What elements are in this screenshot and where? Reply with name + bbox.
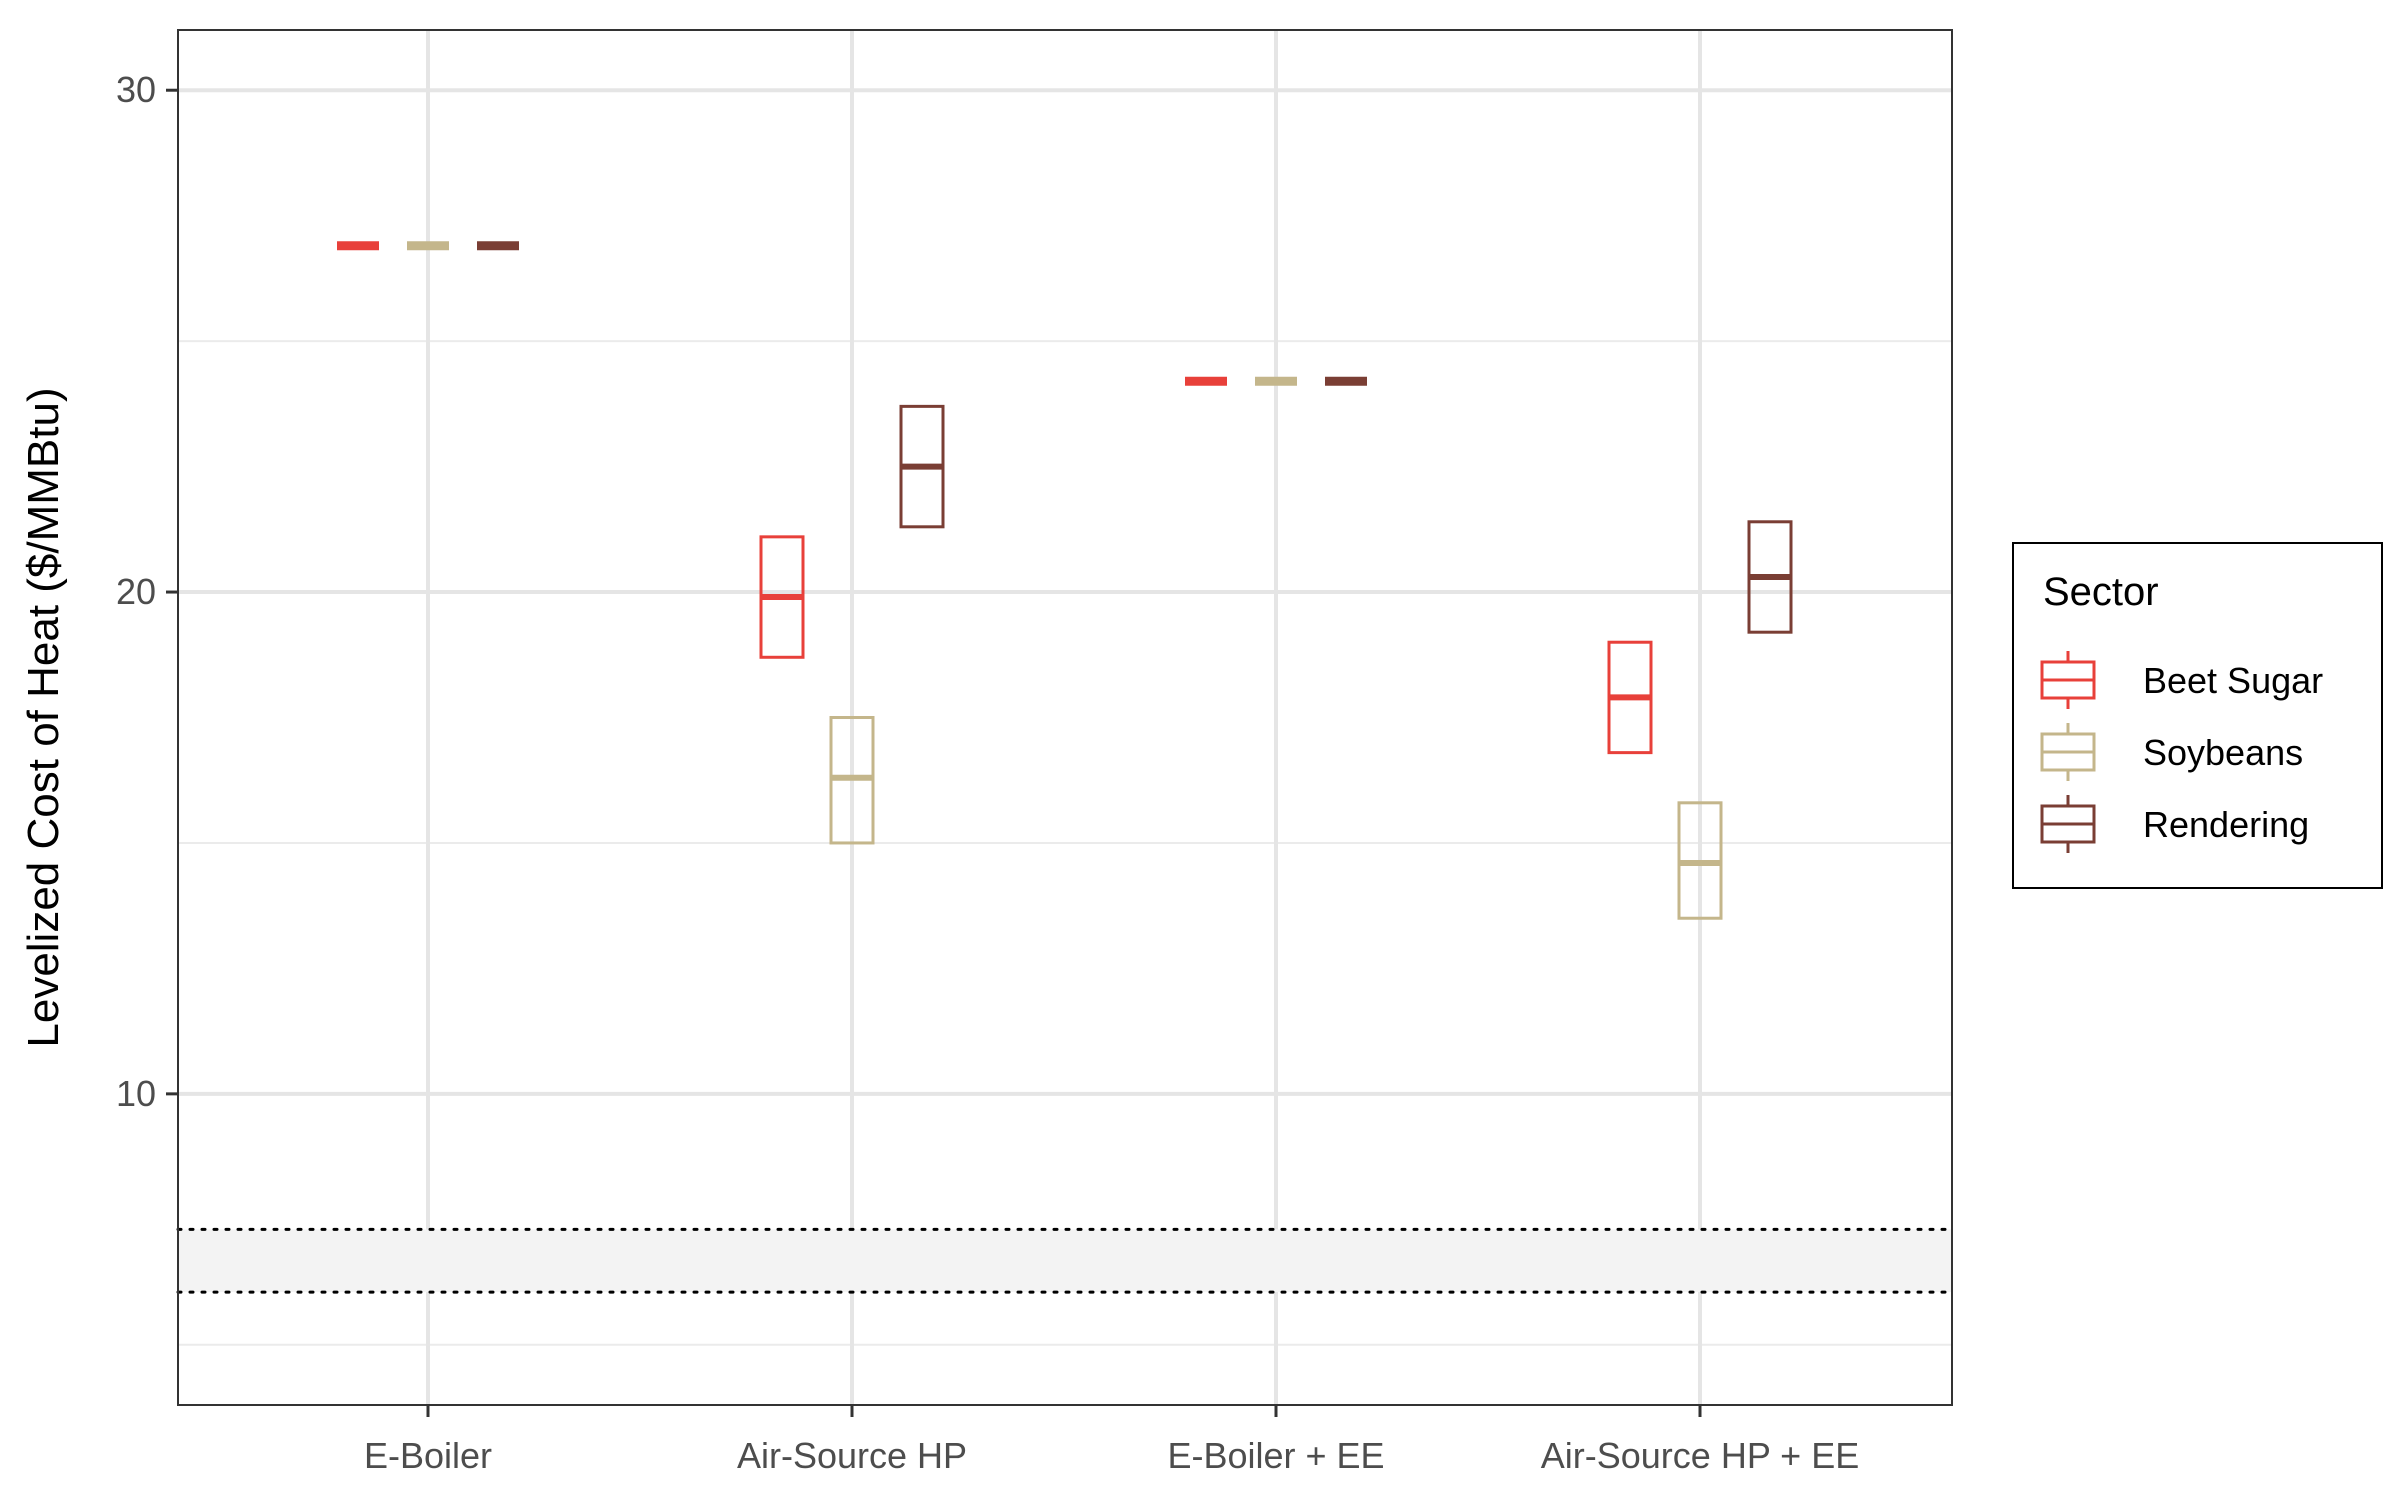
panel-background (178, 30, 1952, 1405)
box-layer (337, 241, 1793, 920)
axis-layer: 10 20 30 E-Boiler Air-Source HP E-Boiler + EE… (116, 69, 1859, 1476)
x-tick-label: Air-Source HP + EE (1541, 1435, 1859, 1476)
legend-label-beet-sugar: Beet Sugar (2143, 660, 2323, 701)
reference-band (178, 1229, 1952, 1293)
legend-items: Beet Sugar Soybeans Rendering (2040, 651, 2323, 853)
legend-title: Sector (2043, 570, 2159, 614)
legend-label-rendering: Rendering (2143, 804, 2309, 845)
y-tick-label: 10 (116, 1073, 156, 1114)
y-axis-title: Levelized Cost of Heat ($/MMBtu) (19, 387, 68, 1047)
y-tick-label: 30 (116, 69, 156, 110)
panel-border (177, 29, 1953, 1406)
x-tick-label: E-Boiler (364, 1435, 492, 1476)
legend-label-soybeans: Soybeans (2143, 732, 2303, 773)
reference-band-layer (176, 1227, 1954, 1294)
x-tick-label: E-Boiler + EE (1167, 1435, 1384, 1476)
x-tick-label: Air-Source HP (737, 1435, 967, 1476)
legend: Sector Beet Sugar Soybeans Rendering (2012, 542, 2383, 889)
y-tick-label: 20 (116, 571, 156, 612)
grid-layer (178, 30, 1952, 1405)
